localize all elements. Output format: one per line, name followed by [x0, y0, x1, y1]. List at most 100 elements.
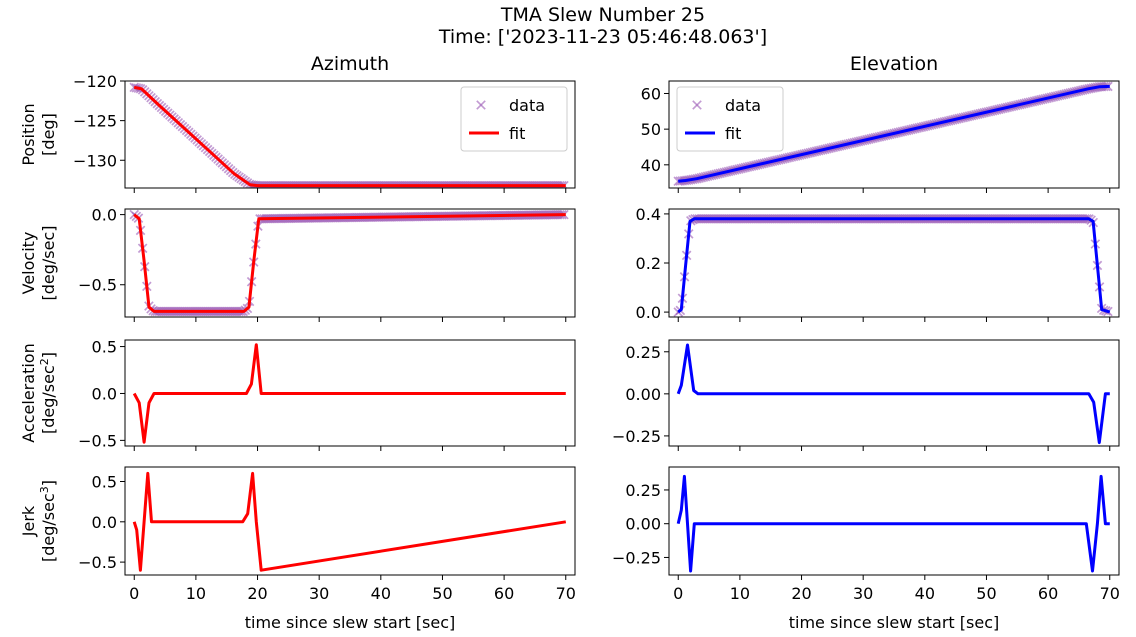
column-title-elevation: Elevation [850, 53, 938, 75]
subplot-azimuth-acceleration: 0.5 0.0 −0.5 [78, 338, 576, 451]
y-tick-label: 0.00 [625, 385, 661, 404]
ylabel-superscript: 3 [38, 486, 51, 493]
x-tick-label: 50 [432, 584, 452, 603]
ylabel-jerk: Jerk [deg/sec3] [19, 480, 58, 562]
plot-area [676, 474, 1110, 573]
plot-area [673, 214, 1113, 317]
legend-label-data: data [509, 96, 545, 115]
plot-area [676, 343, 1110, 445]
fit-line [132, 343, 566, 444]
y-tick-label: 0.4 [636, 205, 661, 224]
y-tick-label: 0.25 [625, 343, 661, 362]
ylabel-line2: [deg] [39, 113, 58, 156]
data-marker [476, 100, 486, 110]
axes-frame [124, 466, 576, 576]
y-tick-label: −0.5 [78, 276, 117, 295]
y-tick-label: 0.0 [92, 513, 117, 532]
legend: data fit [676, 86, 784, 152]
fit-line [678, 84, 1110, 183]
y-tick-label: 0.25 [625, 481, 661, 500]
y-tick-label: −120 [73, 72, 117, 91]
ylabel-superscript: 2 [38, 358, 51, 365]
plot-area [129, 209, 569, 317]
figure-title-line2: Time: ['2023-11-23 05:46:48.063'] [438, 26, 767, 48]
y-tick-label: −125 [73, 112, 117, 131]
fit-line [677, 217, 1111, 314]
y-tick-label: 0.0 [636, 303, 661, 322]
fit-line [676, 343, 1110, 445]
y-tick-label: 0.00 [625, 515, 661, 534]
plot-area [132, 343, 566, 444]
axes-frame [668, 339, 1120, 447]
legend-label-data: data [725, 96, 761, 115]
ylabel-position: Position [deg] [19, 103, 58, 165]
x-tick-label: 60 [1038, 584, 1058, 603]
y-tick-label: 60 [641, 84, 661, 103]
ylabel-line1: Acceleration [19, 343, 38, 442]
column-title-azimuth: Azimuth [311, 53, 389, 75]
subplot-elevation-position: 40 50 60 data fit [641, 80, 1120, 193]
fit-line [676, 474, 1110, 573]
fit-line [132, 471, 567, 572]
axes-frame [668, 466, 1120, 576]
y-tick-label: −130 [73, 151, 117, 170]
ylabel-bracket: ] [39, 352, 58, 358]
axes-frame [668, 80, 1120, 189]
x-tick-label: 20 [791, 584, 811, 603]
x-tick-label: 70 [556, 584, 576, 603]
y-tick-label: −0.25 [612, 427, 661, 446]
subplot-azimuth-position: −120 −125 −130 data fit [73, 72, 576, 193]
y-tick-label: 0.0 [92, 384, 117, 403]
subplot-elevation-jerk: 0.25 0.00 −0.25 0 10 20 30 40 50 60 70 [612, 466, 1120, 603]
x-tick-label: 40 [371, 584, 391, 603]
subplot-grid: Position [deg] Velocity [deg/sec] Accelerati… [19, 72, 1120, 632]
axes-frame [124, 80, 576, 189]
plot-area [129, 82, 569, 188]
ylabel-line1: Jerk [19, 505, 38, 537]
fit-line [133, 85, 566, 188]
ylabel-acceleration: Acceleration [deg/sec2] [19, 343, 58, 442]
x-tick-label: 30 [309, 584, 329, 603]
legend-box [676, 86, 784, 152]
axes-frame [668, 208, 1120, 318]
y-tick-label: 0.5 [92, 338, 117, 357]
plot-area [673, 81, 1113, 187]
y-tick-label: −0.5 [78, 431, 117, 450]
x-tick-label: 0 [129, 584, 139, 603]
ylabel-line2: [deg/sec2] [38, 352, 59, 434]
ylabel-line1: Position [19, 103, 38, 165]
x-tick-label: 30 [853, 584, 873, 603]
plot-area [132, 471, 567, 572]
x-tick-label: 10 [186, 584, 206, 603]
y-tick-label: 0.5 [92, 473, 117, 492]
fit-line [133, 213, 566, 313]
xlabel-azimuth: time since slew start [sec] [245, 613, 456, 632]
y-tick-label: −0.25 [612, 548, 661, 567]
legend-label-fit: fit [509, 124, 525, 143]
subplot-elevation-acceleration: 0.25 0.00 −0.25 [612, 339, 1120, 451]
subplot-elevation-velocity: 0.0 0.2 0.4 [636, 205, 1120, 322]
figure-title-line1: TMA Slew Number 25 [500, 4, 705, 26]
x-tick-label: 0 [673, 584, 683, 603]
ylabel-line2: [deg/sec] [39, 225, 58, 300]
y-tick-label: 0.2 [636, 254, 661, 273]
legend-label-fit: fit [725, 124, 741, 143]
axes-frame [124, 208, 576, 318]
x-tick-label: 40 [915, 584, 935, 603]
ylabel-line1: Velocity [19, 232, 38, 295]
y-tick-label: 40 [641, 156, 661, 175]
subplot-azimuth-velocity: 0.0 −0.5 [78, 206, 576, 322]
ylabel-bracket: ] [39, 480, 58, 486]
ylabel-velocity: Velocity [deg/sec] [19, 225, 58, 300]
x-tick-label: 50 [976, 584, 996, 603]
data-marker [692, 100, 702, 110]
y-tick-label: −0.5 [78, 553, 117, 572]
legend-box [460, 86, 568, 152]
x-tick-label: 10 [730, 584, 750, 603]
x-tick-label: 70 [1100, 584, 1120, 603]
subplot-azimuth-jerk: 0.5 0.0 −0.5 0 10 20 30 40 50 60 70 [78, 466, 576, 603]
y-tick-label: 0.0 [92, 206, 117, 225]
legend: data fit [460, 86, 568, 152]
ylabel-line2: [deg/sec3] [38, 480, 59, 562]
